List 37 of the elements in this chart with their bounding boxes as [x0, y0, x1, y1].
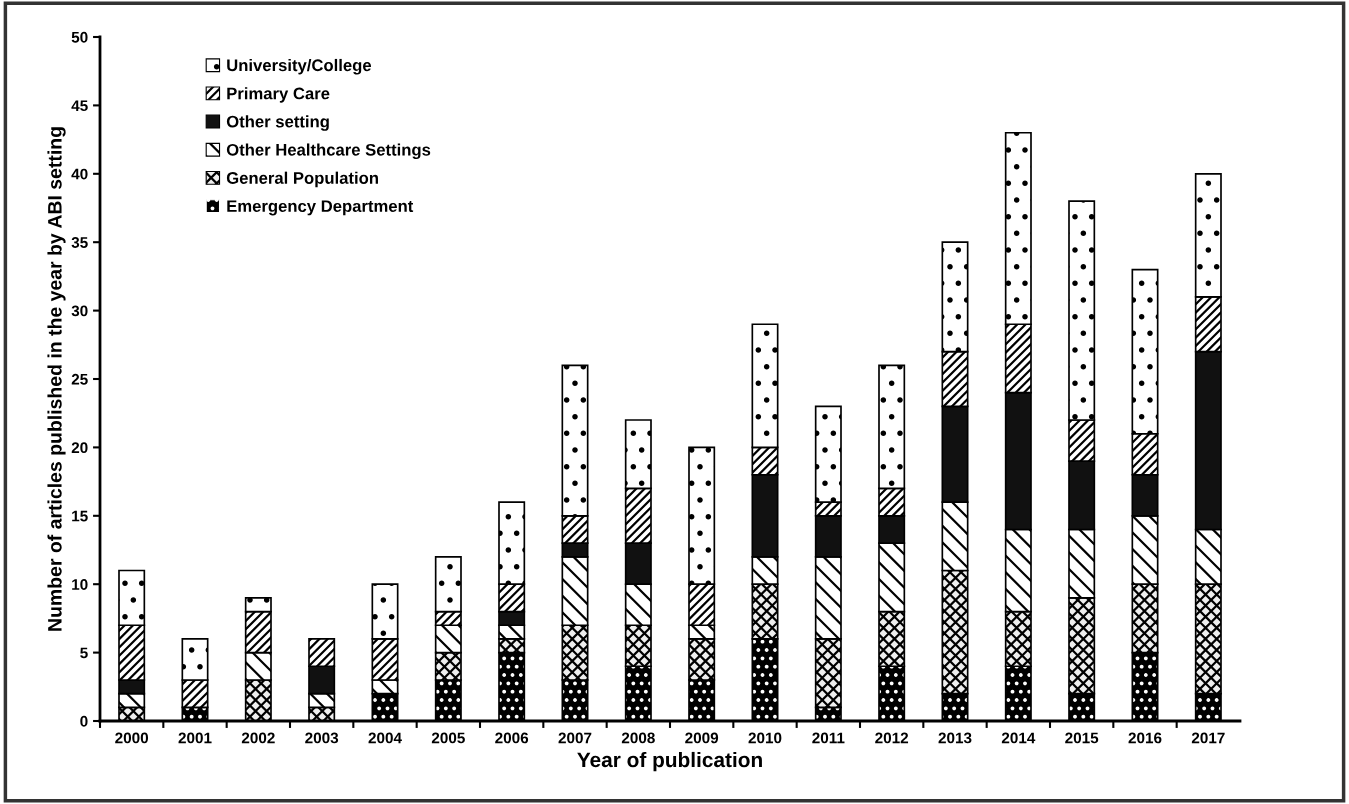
x-tick-label: 2007	[558, 732, 592, 744]
y-tick-label: 45	[71, 100, 88, 112]
y-tick-label: 40	[71, 168, 88, 180]
y-tick-label: 5	[80, 647, 88, 659]
y-tick-label: 35	[71, 237, 88, 248]
x-tick-label: 2013	[938, 732, 972, 744]
legend-label: Primary Care	[227, 87, 330, 103]
x-tick-label: 2008	[621, 732, 655, 744]
y-tick-label: 10	[72, 579, 88, 590]
legend-label: Other Healthcare Settings	[226, 143, 431, 160]
x-tick-label: 2006	[495, 732, 529, 744]
x-tick-label: 2010	[748, 732, 782, 744]
x-tick-label: 2016	[1128, 732, 1162, 744]
legend-label: Emergency Department	[227, 200, 414, 216]
x-tick-label: 2015	[1065, 732, 1099, 744]
y-tick-label: 30	[71, 305, 88, 317]
x-tick-label: 2002	[241, 732, 275, 744]
x-tick-label: 2003	[305, 732, 339, 744]
x-tick-label: 2009	[685, 732, 719, 744]
x-tick-label: 2017	[1191, 732, 1225, 744]
x-tick-label: 2000	[115, 732, 149, 744]
y-tick-label: 50	[71, 31, 88, 43]
x-tick-label: 2012	[875, 732, 909, 744]
legend-label: General Population	[226, 171, 378, 188]
legend-label: University/College	[227, 58, 372, 75]
x-axis-title: Year of publication	[577, 751, 762, 772]
x-tick-label: 2005	[431, 732, 465, 744]
y-tick-label: 25	[71, 373, 88, 385]
y-axis-title: Number of articles published in the year by ABI setting	[47, 127, 66, 631]
y-tick-label: 15	[72, 510, 88, 522]
x-tick-label: 2004	[368, 732, 402, 744]
x-tick-label: 2011	[812, 732, 845, 744]
x-tick-label: 2001	[178, 732, 212, 744]
y-tick-label: 0	[80, 715, 88, 727]
legend-label: Other setting	[226, 115, 329, 131]
y-tick-label: 20	[71, 442, 88, 454]
x-tick-label: 2014	[1001, 732, 1036, 744]
